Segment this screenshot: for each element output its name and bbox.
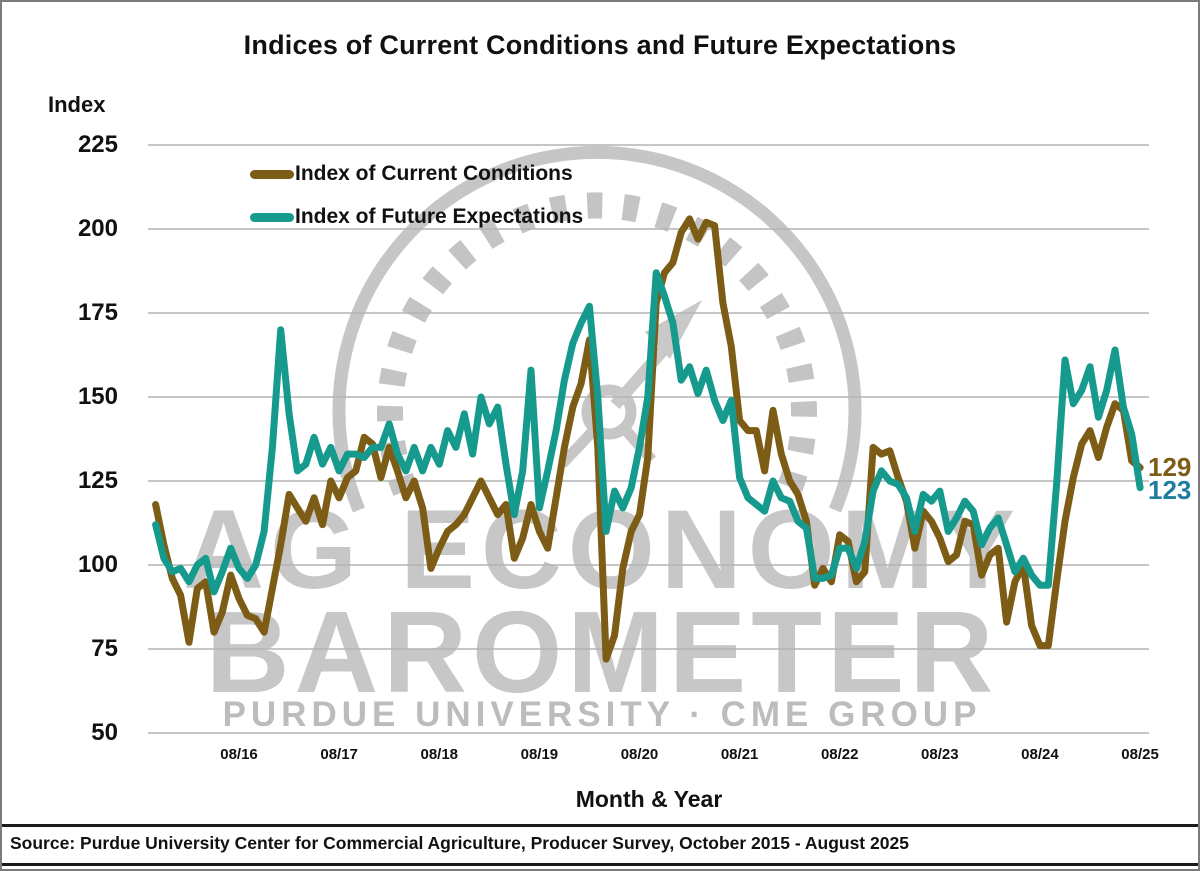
x-tick-08-18: 08/18 bbox=[420, 746, 459, 763]
legend-item-future-expectations: Index of Future Expectations bbox=[250, 204, 583, 230]
y-tick-75: 75 bbox=[91, 635, 118, 662]
x-tick-08-25: 08/25 bbox=[1121, 746, 1159, 763]
chart-title: Indices of Current Conditions and Future… bbox=[243, 30, 957, 60]
series-lines bbox=[152, 215, 1144, 663]
x-tick-08-24: 08/24 bbox=[1021, 746, 1059, 763]
y-axis-title: Index bbox=[48, 92, 106, 117]
x-tick-08-20: 08/20 bbox=[620, 746, 659, 763]
legend-label-current-conditions: Index of Current Conditions bbox=[295, 162, 573, 185]
legend-swatch-future-expectations bbox=[250, 212, 294, 222]
x-tick-08-19: 08/19 bbox=[520, 746, 559, 763]
future-expectations-last-value: 123 bbox=[1148, 475, 1192, 505]
footer-divider-top bbox=[2, 824, 1198, 827]
x-axis-title: Month & Year bbox=[575, 786, 723, 812]
x-tick-08-17: 08/17 bbox=[320, 746, 358, 763]
gauge-needle-shaft bbox=[610, 343, 671, 409]
legend-item-current-conditions: Index of Current Conditions bbox=[250, 161, 573, 187]
y-tick-175: 175 bbox=[77, 299, 118, 326]
legend-label-future-expectations: Index of Future Expectations bbox=[295, 205, 584, 228]
x-tick-08-23: 08/23 bbox=[921, 746, 959, 763]
y-tick-100: 100 bbox=[77, 551, 118, 578]
gauge-hub-icon bbox=[581, 384, 637, 440]
gridlines bbox=[148, 144, 1149, 734]
gauge-rim-arc bbox=[332, 145, 862, 513]
gauge-tick-marks bbox=[377, 192, 817, 496]
x-tick-08-22: 08/22 bbox=[820, 746, 859, 763]
y-tick-225: 225 bbox=[77, 131, 118, 158]
series-line-current-conditions bbox=[152, 215, 1144, 663]
gauge-spoke-left bbox=[557, 426, 599, 468]
watermark-line3: PURDUE UNIVERSITY · CME GROUP bbox=[223, 695, 982, 734]
y-tick-150: 150 bbox=[77, 383, 118, 410]
current-conditions-last-value: 129 bbox=[1148, 452, 1192, 482]
y-tick-125: 125 bbox=[77, 467, 118, 494]
watermark-line2: BAROMETER bbox=[206, 587, 999, 717]
source-citation: Source: Purdue University Center for Com… bbox=[10, 833, 909, 853]
y-tick-50: 50 bbox=[91, 719, 118, 746]
x-tick-08-16: 08/16 bbox=[220, 746, 258, 763]
y-tick-200: 200 bbox=[77, 215, 118, 242]
legend-swatch-current-conditions bbox=[250, 169, 294, 179]
series-line-future-expectations bbox=[152, 269, 1144, 596]
footer-divider-bottom bbox=[2, 863, 1198, 866]
x-tick-08-21: 08/21 bbox=[720, 746, 759, 763]
